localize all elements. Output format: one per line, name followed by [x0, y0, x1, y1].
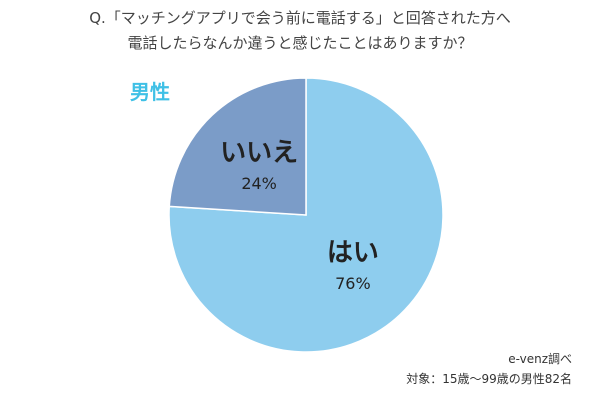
- slice-no-label: いいえ: [220, 138, 298, 168]
- slice-yes: [168, 77, 444, 353]
- question-line-1: Q.「マッチングアプリで会う前に電話する」と回答された方へ: [89, 9, 511, 27]
- question-line-2: 電話したらなんか違うと感じたことはありますか？: [127, 34, 473, 52]
- slice-yes-percent: 76%: [335, 274, 371, 293]
- pie-labels: はい 76% いいえ 24%: [220, 138, 379, 293]
- source-credit: e-venz調べ: [508, 352, 572, 366]
- survey-target: 対象：15歳〜99歳の男性82名: [406, 372, 572, 386]
- pie-slices: [168, 77, 444, 353]
- slice-no: [168, 77, 307, 216]
- slice-yes-label: はい: [327, 238, 379, 268]
- slice-no-percent: 24%: [241, 174, 277, 193]
- survey-question: Q.「マッチングアプリで会う前に電話する」と回答された方へ 電話したらなんか違う…: [0, 6, 600, 56]
- gender-group-label: 男性: [130, 80, 170, 104]
